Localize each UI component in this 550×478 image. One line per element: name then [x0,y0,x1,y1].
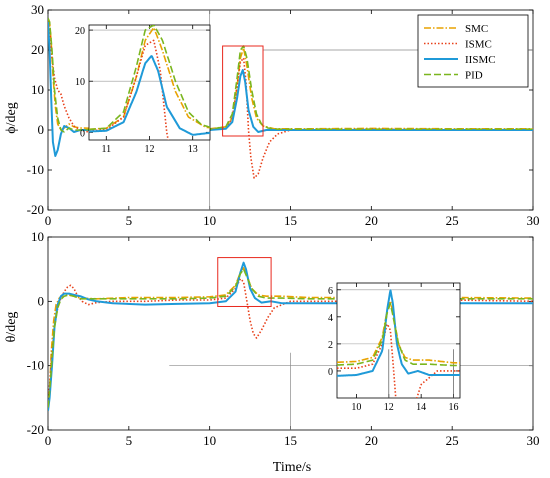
theta-inset-series-pid [337,302,460,367]
theta-inset-y-tick-label: 6 [328,286,333,297]
phi-y-tick-label: -10 [27,162,44,177]
x-axis-label: Time/s [273,460,311,475]
theta-x-tick-label: 25 [446,433,459,448]
phi-y-tick-label: 0 [38,122,45,137]
theta-inset-x-tick-label: 12 [384,402,394,413]
phi-inset-y-tick-label: 20 [75,26,85,37]
phi-zoom-box [222,45,264,137]
theta-y-tick-label: -10 [27,358,44,373]
phi-inset-series-iismc [89,55,210,136]
theta-inset-x-tick-label: 10 [351,402,361,413]
theta-series-ismc [48,277,533,405]
theta-inset-plot: 10 12 14 16 0 2 4 6 [328,282,461,413]
phi-x-tick-label: 0 [45,213,52,228]
theta-inset-series-iismc [337,289,460,377]
phi-x-tick-label: 30 [527,213,540,228]
theta-inset-y-tick-label: 4 [328,313,333,324]
phi-inset-x-tick-label: 13 [188,144,198,155]
theta-x-tick-label: 5 [126,433,133,448]
theta-y-tick-label: 10 [31,229,44,244]
theta-inset-y-tick-label: 2 [328,340,333,351]
theta-x-tick-label: 0 [45,433,52,448]
theta-inset-y-tick-label: 0 [328,367,333,378]
theta-x-tick-label: 10 [203,433,216,448]
theta-inset-x-tick-label: 16 [449,402,459,413]
phi-inset-y-tick-label: 0 [80,128,85,139]
phi-x-tick-label: 20 [365,213,378,228]
phi-y-tick-label: 20 [31,42,44,57]
theta-y-axis-label: θ/deg [4,312,19,343]
phi-y-tick-label: -20 [27,202,44,217]
phi-inset-plot: 11 12 13 0 10 20 [75,24,211,155]
theta-y-tick-label: 0 [38,293,45,308]
phi-inset-frame [88,24,211,141]
phi-y-axis-label: ϕ/deg [4,102,19,133]
phi-y-tick-label: 10 [31,82,44,97]
theta-x-tick-label: 20 [365,433,378,448]
legend-label-smc: SMC [465,23,488,35]
theta-series-smc [48,267,533,411]
phi-inset-series-pid [89,25,210,131]
theta-inset-x-tick-label: 14 [416,402,426,413]
legend-label-iismc: IISMC [465,54,496,66]
legend-label-ismc: ISMC [465,39,492,51]
phi-x-tick-label: 10 [203,213,216,228]
theta-y-tick-label: -20 [27,422,44,437]
phi-inset-series-smc [89,26,210,131]
phi-inset-x-tick-label: 12 [145,144,155,155]
theta-x-tick-label: 15 [284,433,297,448]
phi-x-tick-label: 25 [446,213,459,228]
phi-x-tick-label: 5 [126,213,133,228]
phi-series-pid [48,17,533,133]
theta-series-pid [48,268,533,408]
phi-x-tick-label: 15 [284,213,297,228]
theta-x-tick-label: 30 [527,433,540,448]
legend-label-pid: PID [465,70,483,82]
phi-inset-y-tick-label: 10 [75,77,85,88]
theta-series-iismc [48,261,533,411]
phi-inset-x-tick-label: 11 [101,144,111,155]
phi-y-tick-label: 30 [31,2,44,17]
theta-zoom-box [217,257,272,307]
legend: SMC ISMC IISMC PID [417,14,529,88]
